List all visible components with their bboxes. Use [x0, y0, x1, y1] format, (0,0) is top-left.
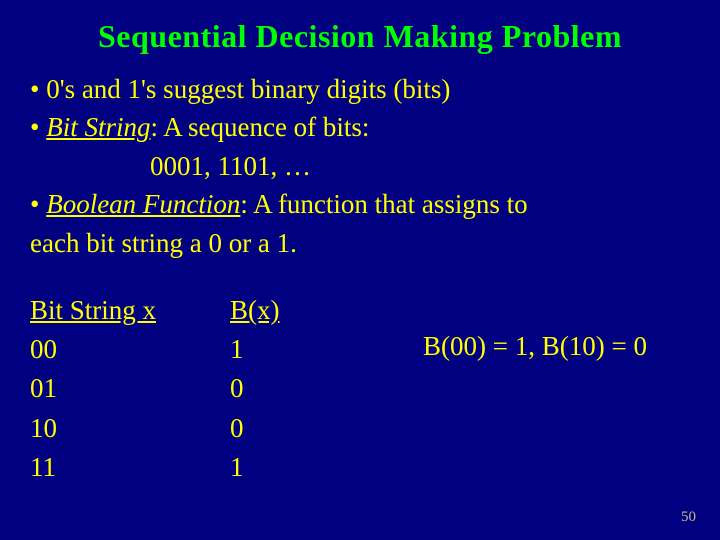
- truth-table: Bit String x 00 01 10 11 B(x) 1 0 0 1 B(…: [30, 291, 690, 487]
- table-header-x: Bit String x: [30, 291, 230, 330]
- table-col-bx: B(x) 1 0 0 1: [230, 291, 380, 487]
- bullet-3-term: Boolean Function: [46, 189, 240, 219]
- table-row: 1: [230, 330, 380, 369]
- bullet-3: • Boolean Function: A function that assi…: [30, 186, 690, 222]
- bullet-3-rest: : A function that assigns to: [240, 189, 527, 219]
- bullet-2: • Bit String: A sequence of bits:: [30, 109, 690, 145]
- bullet-2-example: 0001, 1101, …: [30, 148, 690, 184]
- table-note: B(00) = 1, B(10) = 0: [423, 327, 647, 366]
- table-row: 10: [30, 409, 230, 448]
- table-row: 11: [30, 448, 230, 487]
- bullet-1: • 0's and 1's suggest binary digits (bit…: [30, 71, 690, 107]
- table-row: 01: [30, 369, 230, 408]
- bullet-3-cont: each bit string a 0 or a 1.: [30, 225, 690, 261]
- bullet-list: • 0's and 1's suggest binary digits (bit…: [30, 71, 690, 261]
- table-row: 00: [30, 330, 230, 369]
- slide-title: Sequential Decision Making Problem: [30, 18, 690, 55]
- table-row: 0: [230, 369, 380, 408]
- bullet-2-rest: : A sequence of bits:: [150, 112, 369, 142]
- table-header-bx: B(x): [230, 291, 380, 330]
- table-row: 1: [230, 448, 380, 487]
- table-col-x: Bit String x 00 01 10 11: [30, 291, 230, 487]
- bullet-2-term: Bit String: [46, 112, 150, 142]
- bullet-1-text: 0's and 1's suggest binary digits (bits): [46, 74, 450, 104]
- page-number: 50: [681, 509, 696, 526]
- table-note-col: B(00) = 1, B(10) = 0: [380, 291, 690, 487]
- table-row: 0: [230, 409, 380, 448]
